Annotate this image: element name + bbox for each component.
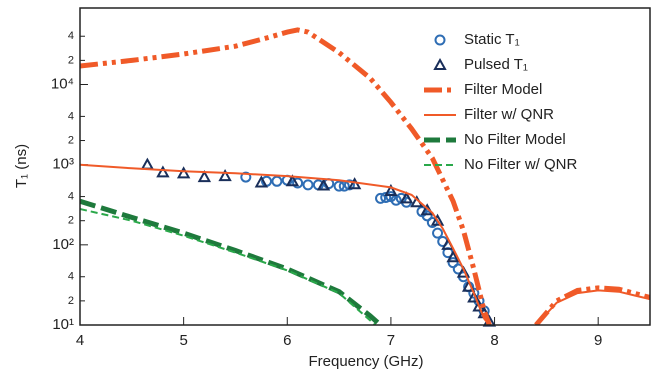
- data-point: [384, 183, 398, 196]
- series-line: [80, 163, 650, 325]
- series-line: [80, 27, 650, 325]
- x-tick-label: 7: [387, 332, 395, 349]
- y-tick-label: 2: [68, 134, 74, 146]
- x-tick-label: 6: [283, 332, 291, 349]
- series-line: [80, 208, 377, 325]
- legend-swatch: [434, 34, 446, 46]
- legend-label: Static T₁: [464, 31, 520, 48]
- legend-label: No Filter w/ QNR: [464, 156, 578, 173]
- y-tick-label: 10⁴: [51, 75, 74, 92]
- legend-label: No Filter Model: [464, 131, 566, 148]
- data-point: [176, 166, 191, 179]
- data-point: [197, 170, 212, 183]
- y-tick-label: 10³: [52, 156, 74, 173]
- x-tick-label: 8: [490, 332, 498, 349]
- y-tick-label: 2: [68, 295, 74, 307]
- x-tick-label: 4: [76, 332, 84, 349]
- data-point: [140, 157, 155, 170]
- data-point: [375, 192, 387, 204]
- y-tick-label: 4: [68, 190, 74, 202]
- x-axis-label: Frequency (GHz): [308, 353, 423, 370]
- data-point: [285, 174, 300, 187]
- data-point: [468, 287, 480, 299]
- legend-label: Filter w/ QNR: [464, 106, 554, 123]
- legend-swatch: [433, 57, 447, 70]
- y-tick-label: 2: [68, 215, 74, 227]
- data-point: [447, 257, 459, 269]
- data-point: [446, 250, 460, 263]
- data-point: [333, 180, 345, 192]
- y-tick-label: 10¹: [52, 316, 74, 333]
- data-point: [218, 169, 232, 182]
- legend-label: Pulsed T₁: [464, 56, 528, 73]
- data-point: [240, 171, 252, 183]
- legend-label: Filter Model: [464, 81, 542, 98]
- data-point: [292, 177, 304, 189]
- data-point: [430, 213, 445, 226]
- data-point: [271, 175, 283, 187]
- data-point: [254, 175, 269, 188]
- data-point: [426, 216, 438, 228]
- data-point: [421, 210, 433, 222]
- data-point: [343, 179, 355, 191]
- y-tick-label: 2: [68, 54, 74, 66]
- series-line: [80, 198, 383, 325]
- plot-frame: [79, 7, 651, 326]
- data-point: [347, 177, 362, 190]
- data-point: [432, 227, 444, 239]
- data-point: [399, 191, 414, 204]
- y-tick-label: 4: [68, 271, 74, 283]
- y-tick-label: 4: [68, 110, 74, 122]
- x-tick-label: 9: [594, 332, 602, 349]
- y-axis-label: T₁ (ns): [13, 144, 30, 188]
- y-tick-label: 10²: [52, 236, 74, 253]
- y-tick-label: 4: [68, 30, 74, 42]
- data-point: [156, 165, 170, 178]
- data-point: [302, 179, 314, 191]
- x-tick-label: 5: [179, 332, 187, 349]
- data-point: [316, 178, 331, 191]
- data-point: [456, 265, 471, 278]
- data-point: [380, 191, 392, 203]
